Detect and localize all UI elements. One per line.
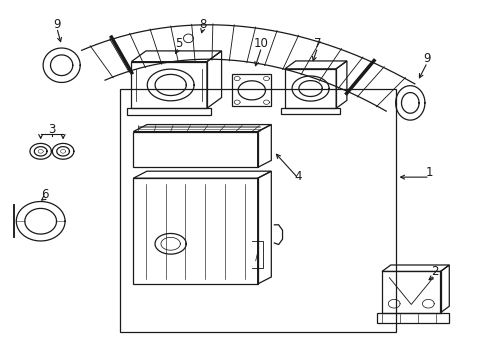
Bar	[232, 74, 271, 107]
Text: 5: 5	[175, 37, 182, 50]
Text: 1: 1	[425, 166, 433, 179]
Text: 2: 2	[430, 265, 438, 278]
Bar	[133, 132, 257, 167]
Bar	[381, 271, 440, 313]
Bar	[285, 69, 335, 108]
Text: 9: 9	[53, 18, 61, 31]
Text: 3: 3	[48, 123, 56, 136]
Text: 4: 4	[294, 170, 301, 183]
Bar	[120, 89, 395, 332]
Bar	[127, 108, 210, 115]
Bar	[133, 178, 257, 284]
Bar	[376, 313, 448, 323]
Text: 8: 8	[199, 18, 206, 31]
Text: 7: 7	[313, 37, 321, 50]
Text: 9: 9	[423, 51, 430, 64]
Text: 6: 6	[41, 188, 48, 201]
Text: 10: 10	[254, 37, 268, 50]
Bar	[281, 108, 339, 114]
Bar	[131, 62, 206, 108]
